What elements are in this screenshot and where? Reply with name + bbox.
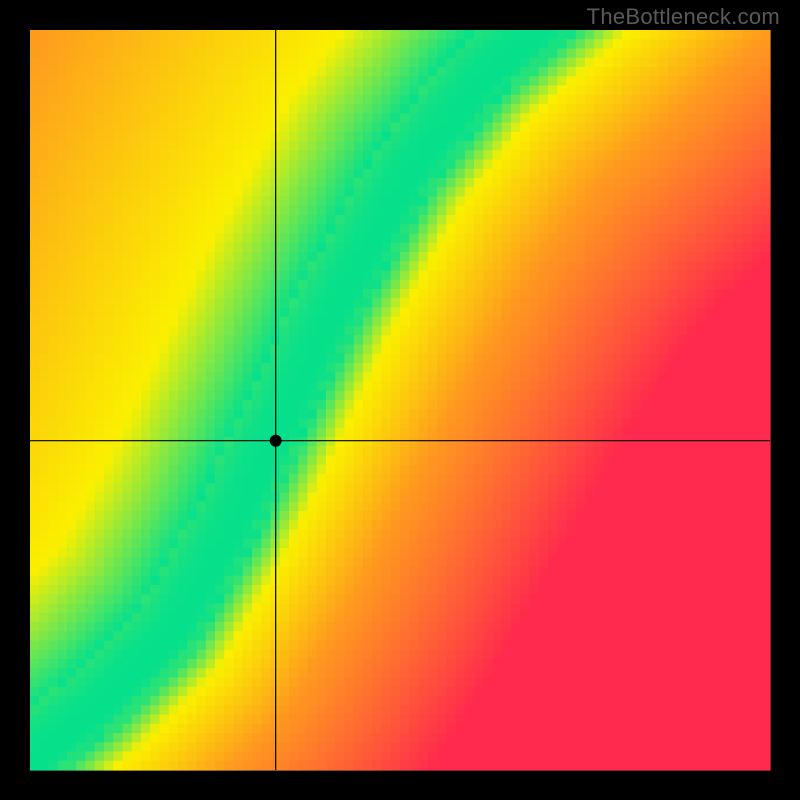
marker-point — [270, 435, 282, 447]
heatmap-chart — [0, 0, 800, 800]
heatmap-cells — [30, 30, 771, 771]
chart-container: { "canvas": { "width": 800, "height": 80… — [0, 0, 800, 800]
watermark-text: TheBottleneck.com — [587, 4, 780, 30]
